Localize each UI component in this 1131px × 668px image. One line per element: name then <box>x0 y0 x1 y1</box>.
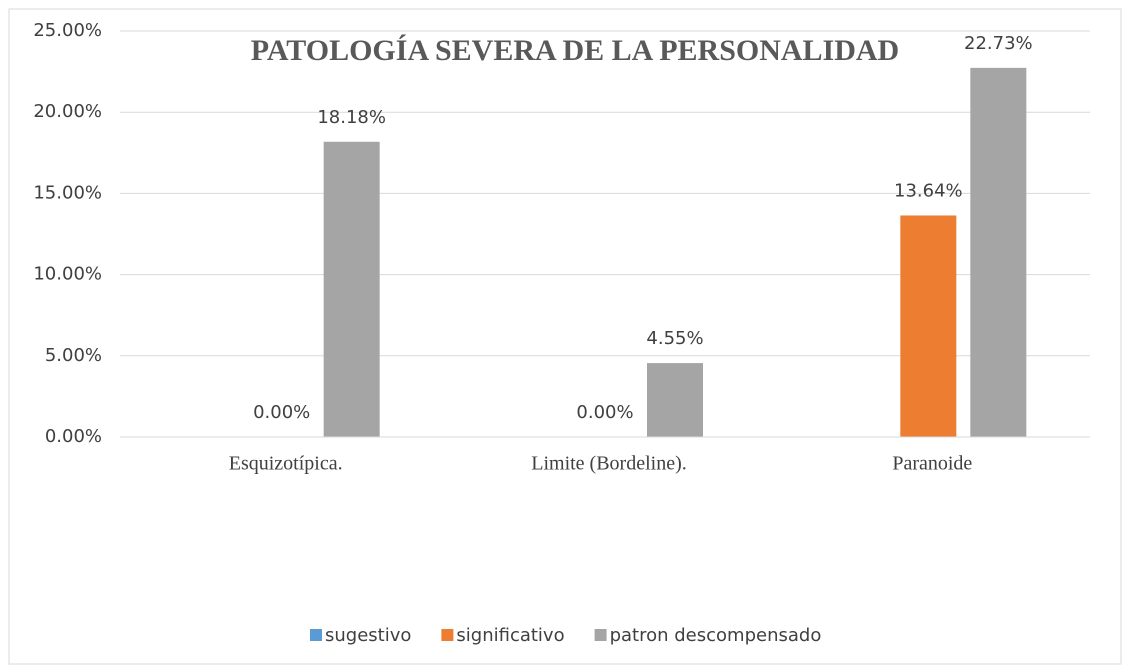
x-tick-label: Esquizotípica. <box>229 453 343 475</box>
legend-swatch <box>594 629 607 641</box>
data-label: 22.73% <box>964 33 1033 54</box>
legend-label: patron descompensado <box>610 625 822 646</box>
data-label: 18.18% <box>317 107 386 128</box>
legend-label: significativo <box>456 625 564 646</box>
x-tick-label: Limite (Bordeline). <box>531 453 687 475</box>
data-label: 4.55% <box>646 328 703 349</box>
data-label: 0.00% <box>253 402 310 423</box>
x-tick-label: Paranoide <box>892 453 972 475</box>
y-tick-label: 15.00% <box>33 182 102 203</box>
y-tick-label: 10.00% <box>33 264 102 285</box>
bar <box>647 363 703 437</box>
legend-swatch <box>441 629 454 641</box>
y-tick-label: 0.00% <box>45 426 102 447</box>
legend-swatch <box>310 629 322 641</box>
chart-title: PATOLOGÍA SEVERA DE LA PERSONALIDAD <box>251 34 899 67</box>
data-label: 13.64% <box>894 180 963 201</box>
bar <box>900 215 957 437</box>
y-tick-label: 20.00% <box>33 101 102 122</box>
y-tick-label: 25.00% <box>33 20 102 41</box>
y-tick-label: 5.00% <box>45 345 102 366</box>
data-label: 0.00% <box>576 402 633 423</box>
bar <box>970 67 1027 437</box>
bar <box>323 141 380 437</box>
legend-label: sugestivo <box>325 625 411 646</box>
